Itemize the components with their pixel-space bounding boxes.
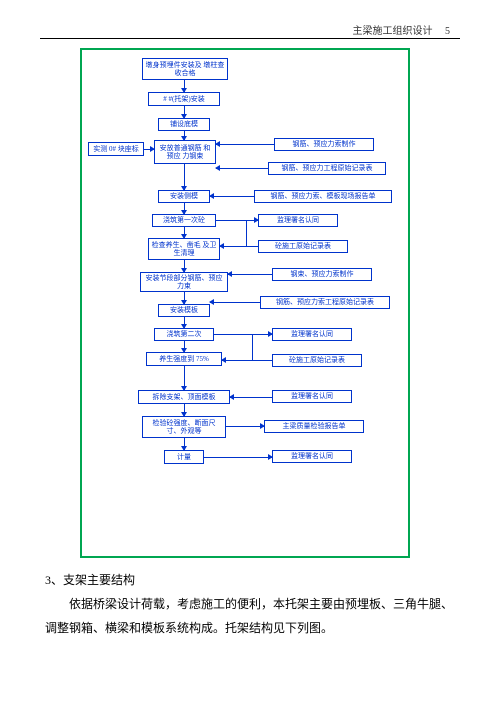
node-supervisor-2: 监理署名认同 [272,328,352,341]
node-measure: 计量 [164,450,204,464]
node-conc-record-2: 砼施工原始记录表 [272,354,362,367]
node-pier-embed: 墩身预埋件安装及 墩柱查收合格 [142,58,228,80]
node-supervisor-1: 监理署名认同 [258,214,338,227]
arrow [184,292,185,304]
arrow [220,246,258,247]
section-number: 3、 [45,573,63,587]
arrow [184,131,185,140]
node-strength-75: 养生强度到 75% [146,352,222,366]
arrow [184,366,185,390]
node-side-form: 安装侧模 [158,190,210,203]
header-rule [40,38,460,39]
node-rebar-record: 钢筋、预应力工程原始记录表 [268,162,386,175]
arrow [144,149,154,150]
node-first-pour: 浇筑第一次砼 [152,214,216,227]
arrow [184,164,185,190]
body-section: 3、支架主要结构 依据桥梁设计荷载，考虑施工的便利，本托架主要由预埋板、三角牛腿… [45,568,460,640]
line [214,334,252,335]
arrow [204,457,272,458]
arrow [216,168,268,169]
node-remove-support: 拆除支架、顶面模板 [138,390,230,404]
node-conc-record-1: 砼施工原始记录表 [258,240,348,253]
node-supervisor-4: 监理署名认同 [272,450,352,463]
node-survey-block: 实测 0# 块座标 [88,142,144,156]
arrow [184,317,185,328]
arrow [184,260,185,272]
node-field-report: 钢筋、预应力索、模板现场报告单 [254,190,392,203]
node-inspect-strength: 检验砼强度、断面尺 寸、外观等 [142,416,226,438]
node-segment-rebar: 安装节段部分钢筋、预应 力束 [140,272,228,292]
arrow [210,196,254,197]
arrow [184,438,185,450]
arrow [184,80,185,92]
arrow [216,144,274,145]
node-rebar-make: 钢筋、预应力索制作 [274,138,374,151]
arrow [230,397,272,398]
line [246,220,247,246]
node-rebar-record-2: 钢筋、预应力索工程原始记录表 [260,296,390,309]
arrow [210,302,260,303]
node-bracket-install: # #(托架)安装 [148,92,220,106]
node-bottom-form: 铺设底模 [158,118,210,131]
arrow [184,227,185,238]
node-quality-report: 主梁质量检验报告单 [264,420,364,433]
arrow [184,404,185,416]
node-supervisor-3: 监理署名认同 [272,390,352,403]
page-header: 主梁施工组织设计 5 [353,22,451,37]
arrow [184,106,185,118]
arrow [184,341,185,352]
node-rebar-tendon: 安放普通钢筋 和预应 力钢束 [154,140,216,164]
node-curing-chisel: 检查养生、凿毛 及卫生清理 [148,238,220,260]
arrow [228,274,272,275]
node-second-pour: 浇筑第二次 [154,328,214,341]
flowchart-container: 墩身预埋件安装及 墩柱查收合格 # #(托架)安装 铺设底模 实测 0# 块座标… [80,48,410,558]
page-number: 5 [445,26,450,37]
arrow [252,334,272,335]
line [252,334,253,360]
section-title: 支架主要结构 [63,573,135,587]
section-paragraph: 依据桥梁设计荷载，考虑施工的便利，本托架主要由预埋板、三角牛腿、调整钢箱、横梁和… [45,592,460,640]
section-heading: 3、支架主要结构 [45,568,460,592]
arrow [184,203,185,214]
arrow [226,426,264,427]
line [216,220,246,221]
arrow [246,220,258,221]
arrow [222,360,272,361]
node-form-install: 安装模板 [158,304,210,317]
header-title: 主梁施工组织设计 [353,26,433,37]
node-tendon-make: 钢束、预应力索制作 [272,268,372,281]
